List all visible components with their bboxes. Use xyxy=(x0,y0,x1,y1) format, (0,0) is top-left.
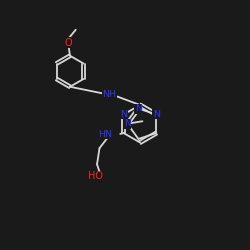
Text: NH: NH xyxy=(102,90,116,99)
Text: O: O xyxy=(65,38,72,48)
Text: N: N xyxy=(120,110,127,119)
Text: HO: HO xyxy=(88,172,103,181)
Text: N: N xyxy=(135,104,142,113)
Text: N: N xyxy=(124,119,131,128)
Text: HN: HN xyxy=(98,130,112,139)
Text: N: N xyxy=(153,110,160,119)
